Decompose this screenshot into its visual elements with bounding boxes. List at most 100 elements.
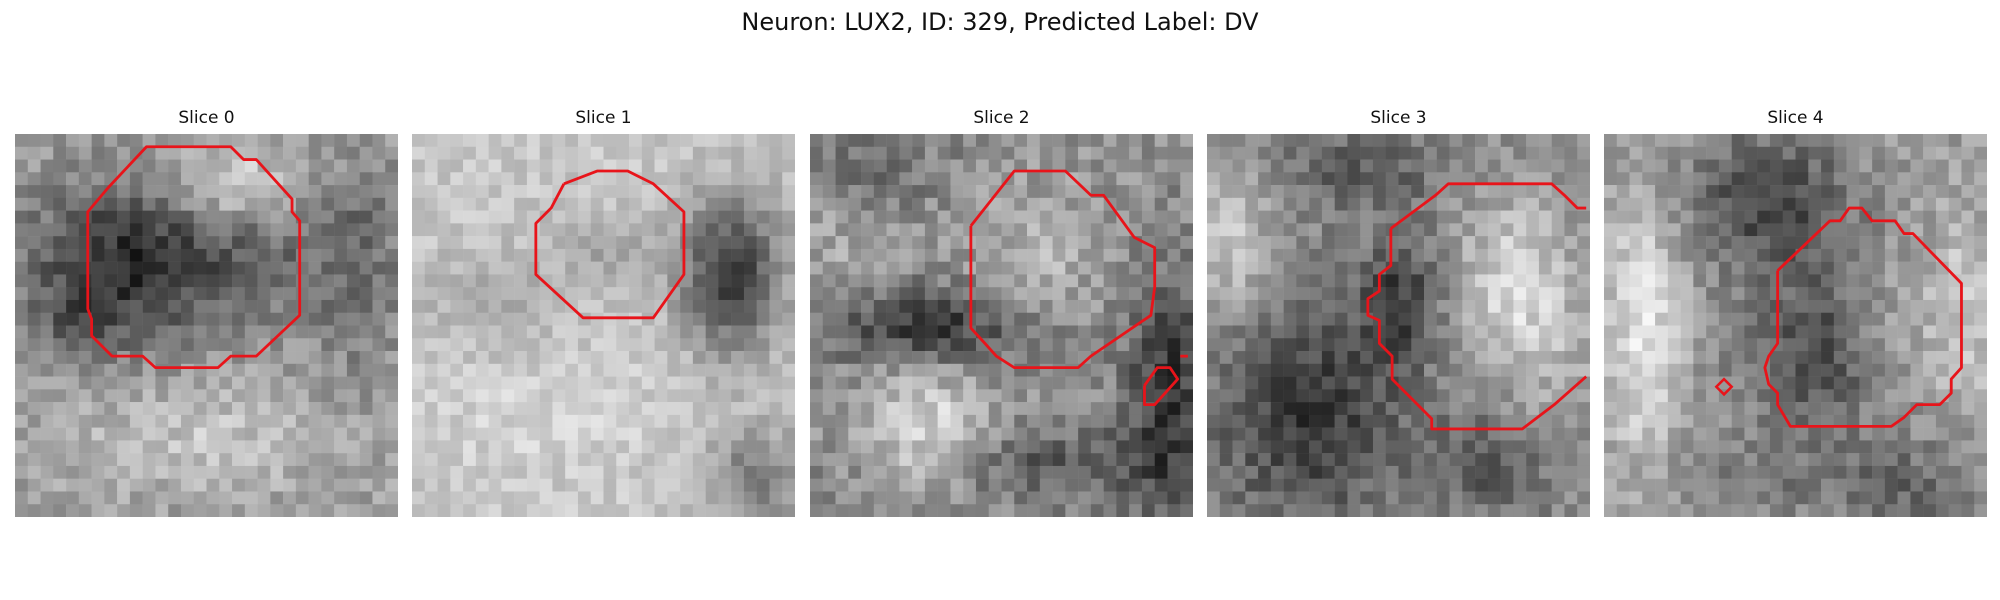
pixel — [782, 159, 795, 173]
pixel — [1180, 389, 1193, 403]
pixel — [463, 197, 477, 211]
pixel — [53, 172, 67, 186]
pixel — [1551, 172, 1565, 186]
pixel — [1270, 491, 1284, 505]
pixel — [1744, 312, 1758, 326]
pixel — [1577, 338, 1590, 352]
pixel — [104, 338, 118, 352]
pixel — [1334, 159, 1348, 173]
pixel — [334, 478, 348, 492]
pixel — [1258, 287, 1272, 301]
pixel — [680, 491, 694, 505]
pixel — [1347, 504, 1361, 517]
pixel — [1154, 478, 1168, 492]
pixel — [1833, 325, 1847, 339]
pixel — [861, 236, 875, 250]
pixel — [283, 389, 297, 403]
pixel — [514, 134, 528, 148]
pixel — [1782, 159, 1796, 173]
pixel — [565, 287, 579, 301]
pixel — [1655, 236, 1669, 250]
pixel — [1629, 274, 1643, 288]
pixel — [104, 210, 118, 224]
slice-pixels-3 — [1207, 134, 1590, 517]
pixel — [15, 299, 29, 313]
pixel — [769, 453, 783, 467]
pixel — [295, 465, 309, 479]
pixel — [270, 414, 284, 428]
pixel — [1424, 210, 1438, 224]
pixel — [899, 465, 913, 479]
pixel — [924, 414, 938, 428]
pixel — [1833, 427, 1847, 441]
pixel — [91, 376, 105, 390]
pixel — [1897, 146, 1911, 160]
pixel — [1795, 223, 1809, 237]
pixel — [743, 146, 757, 160]
pixel — [308, 453, 322, 467]
pixel — [1808, 287, 1822, 301]
pixel — [1116, 465, 1130, 479]
pixel — [1039, 146, 1053, 160]
pixel — [168, 312, 182, 326]
pixel — [475, 414, 489, 428]
pixel — [654, 248, 668, 262]
pixel — [1180, 287, 1193, 301]
pixel — [1103, 261, 1117, 275]
pixel — [756, 223, 770, 237]
pixel — [1538, 146, 1552, 160]
pixel — [782, 146, 795, 160]
pixel — [1808, 312, 1822, 326]
pixel — [1629, 325, 1643, 339]
pixel — [1948, 491, 1962, 505]
pixel — [412, 402, 426, 416]
pixel — [680, 389, 694, 403]
pixel — [1513, 389, 1527, 403]
pixel — [232, 185, 246, 199]
pixel — [1207, 465, 1221, 479]
pixel — [1039, 376, 1053, 390]
pixel — [1629, 402, 1643, 416]
pixel — [1526, 363, 1540, 377]
pixel — [1347, 376, 1361, 390]
pixel — [705, 440, 719, 454]
pixel — [1884, 261, 1898, 275]
pixel — [1078, 504, 1092, 517]
pixel — [1680, 389, 1694, 403]
pixel — [873, 376, 887, 390]
pixel — [667, 159, 681, 173]
pixel — [1372, 134, 1386, 148]
pixel — [1334, 440, 1348, 454]
pixel — [283, 236, 297, 250]
pixel — [1334, 261, 1348, 275]
pixel — [988, 210, 1002, 224]
pixel — [1897, 159, 1911, 173]
pixel — [899, 312, 913, 326]
pixel — [1360, 274, 1374, 288]
pixel — [270, 287, 284, 301]
pixel — [1577, 453, 1590, 467]
pixel — [1757, 363, 1771, 377]
pixel — [91, 453, 105, 467]
pixel — [15, 210, 29, 224]
pixel — [1642, 504, 1656, 517]
pixel — [1910, 414, 1924, 428]
pixel — [680, 465, 694, 479]
pixel — [475, 491, 489, 505]
pixel — [1897, 172, 1911, 186]
pixel — [1731, 402, 1745, 416]
pixel — [1207, 299, 1221, 313]
pixel — [27, 325, 41, 339]
pixel — [1564, 248, 1578, 262]
pixel — [1436, 504, 1450, 517]
pixel — [1500, 287, 1514, 301]
pixel — [180, 491, 194, 505]
pixel — [1039, 185, 1053, 199]
pixel — [15, 146, 29, 160]
pixel — [1872, 312, 1886, 326]
pixel — [1462, 478, 1476, 492]
roi-contour-1 — [534, 169, 686, 320]
pixel — [1347, 363, 1361, 377]
pixel — [1411, 312, 1425, 326]
pixel — [1629, 440, 1643, 454]
